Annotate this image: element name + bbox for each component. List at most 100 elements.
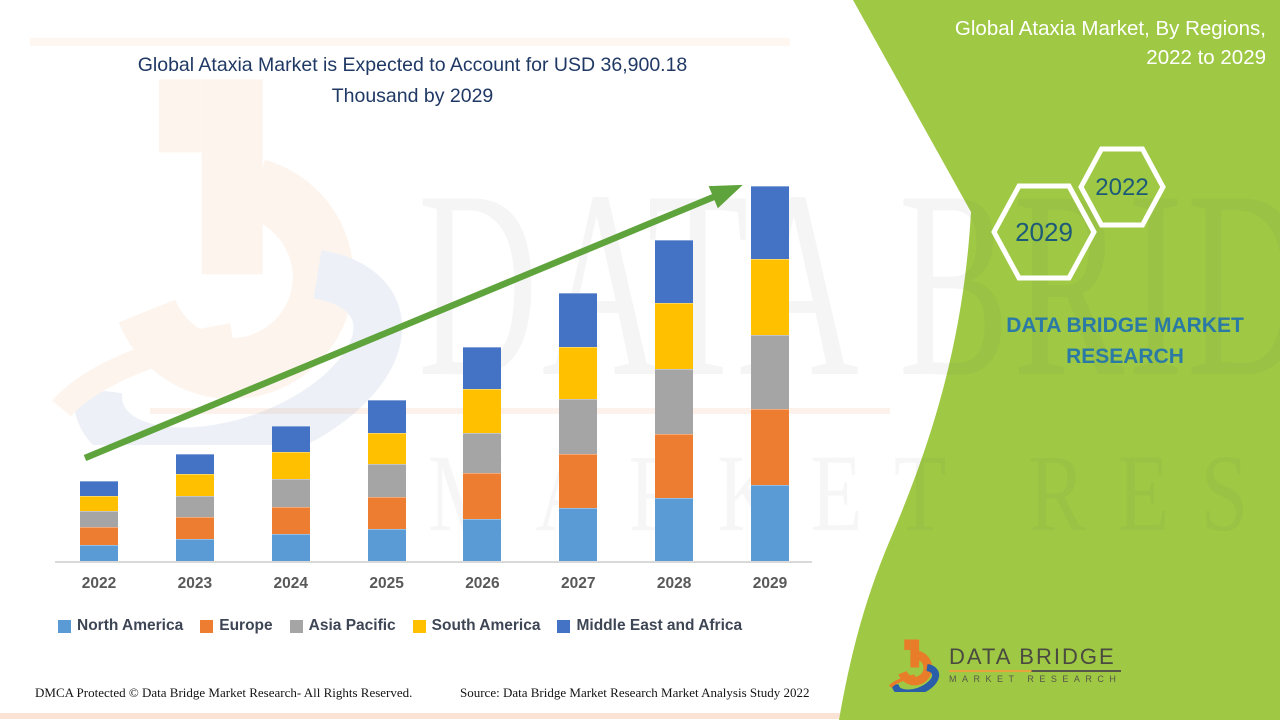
bar-segment — [655, 369, 694, 434]
bar-segment — [751, 409, 790, 485]
legend-swatch-icon — [557, 619, 571, 633]
bar-segment — [271, 479, 310, 507]
bar-segment — [367, 529, 406, 561]
footer-logo-divider — [949, 669, 1122, 672]
chart-title-line1: Global Ataxia Market is Expected to Acco… — [137, 54, 688, 76]
bar-segment — [367, 400, 406, 433]
watermark-logo-icon — [52, 79, 403, 445]
footer-dmca-text: DMCA Protected © Data Bridge Market Rese… — [35, 685, 413, 700]
bar-segment — [559, 454, 598, 508]
panel-brand-line1: DATA BRIDGE MARKET — [1006, 314, 1244, 337]
bar-segment — [751, 335, 790, 409]
stacked-bar-2024 — [271, 426, 310, 561]
footer-logo-text: DATA BRIDGE MARKET RESEARCH — [949, 643, 1122, 684]
x-axis-label: 2022 — [81, 575, 117, 592]
bar-segment — [271, 426, 310, 452]
legend-item: Europe — [200, 617, 273, 635]
bar-segment — [751, 259, 790, 335]
hexagon-2022-icon — [1078, 146, 1166, 228]
stacked-bar-2025 — [367, 400, 406, 561]
x-axis-line — [55, 561, 812, 563]
stacked-bar-2027 — [559, 293, 598, 561]
watermark-band-top — [30, 38, 790, 46]
databridge-logo-icon — [888, 639, 940, 692]
footer-source-text: Source: Data Bridge Market Research Mark… — [460, 685, 810, 700]
bar-segment — [175, 454, 214, 474]
x-axis-label: 2028 — [656, 575, 692, 592]
legend-swatch-icon — [289, 619, 303, 633]
watermark-band-middle — [150, 408, 890, 414]
bar-segment — [175, 496, 214, 517]
bar-segment — [463, 347, 502, 389]
bar-segment — [655, 498, 694, 561]
bar-segment — [655, 303, 694, 369]
legend-swatch-icon — [412, 619, 426, 633]
bar-segment — [559, 347, 598, 399]
bar-segment — [751, 485, 790, 561]
stacked-bar-2026 — [463, 347, 502, 561]
x-axis-label: 2025 — [369, 575, 404, 592]
bar-segment — [463, 473, 502, 519]
bar-segment — [80, 496, 118, 511]
x-axis-label: 2026 — [465, 575, 500, 592]
panel-header-line2: 2022 to 2029 — [1146, 46, 1266, 69]
bar-segment — [80, 511, 118, 527]
legend-swatch-icon — [58, 619, 71, 633]
legend-label: South America — [431, 617, 541, 634]
bar-segment — [175, 474, 214, 496]
bar-segment — [80, 527, 118, 545]
x-axis-label: 2029 — [752, 575, 788, 592]
legend-swatch-icon — [200, 619, 214, 633]
legend-label: Europe — [219, 617, 273, 634]
bar-segment — [463, 433, 502, 473]
footer-logo-title: DATA BRIDGE — [949, 643, 1116, 669]
x-axis-label: 2024 — [273, 575, 308, 592]
bar-segment — [655, 434, 694, 498]
bar-segment — [463, 389, 502, 433]
stacked-bar-2028 — [655, 240, 694, 561]
stacked-bar-2023 — [175, 454, 214, 561]
panel-brand-line2: RESEARCH — [1066, 345, 1184, 368]
footer-logo-subtitle: MARKET RESEARCH — [949, 673, 1122, 684]
x-axis-label: 2023 — [177, 575, 213, 592]
hexagon-2029-label: 2029 — [1015, 217, 1073, 247]
stacked-bar-2029 — [751, 186, 790, 561]
panel-brand-name: DATA BRIDGE MARKET RESEARCH — [965, 310, 1280, 372]
bar-segment — [271, 507, 310, 534]
bar-segment — [367, 433, 406, 464]
hexagon-badges — [991, 146, 1166, 281]
hexagon-2022-label: 2022 — [1095, 174, 1149, 201]
bar-segment — [559, 508, 598, 561]
legend-label: Asia Pacific — [308, 617, 396, 634]
bar-segment — [271, 534, 310, 561]
bar-segment — [559, 399, 598, 454]
bar-segment — [367, 464, 406, 497]
x-axis-label: 2027 — [561, 575, 596, 592]
panel-header: Global Ataxia Market, By Regions, 2022 t… — [866, 14, 1266, 72]
legend: North America Europe Asia Pacific South Ame… — [58, 617, 742, 635]
bar-segment — [80, 481, 118, 496]
bar-segment — [751, 186, 790, 259]
legend-item: Asia Pacific — [289, 617, 396, 635]
bar-segment — [559, 293, 598, 347]
bar-segment — [175, 517, 214, 539]
footer-logo: DATA BRIDGE MARKET RESEARCH — [885, 636, 1122, 692]
chart-title-line2: Thousand by 2029 — [331, 85, 494, 107]
watermark-band-bottom — [0, 713, 845, 719]
panel-header-line1: Global Ataxia Market, By Regions, — [954, 17, 1266, 40]
legend-item: North America — [58, 617, 183, 635]
bar-segment — [175, 539, 214, 561]
bar-segment — [655, 240, 694, 303]
chart-title: Global Ataxia Market is Expected to Acco… — [40, 50, 785, 112]
bar-segment — [367, 497, 406, 529]
stacked-bar-2022 — [80, 481, 118, 561]
bar-segment — [271, 452, 310, 479]
legend-item: Middle East and Africa — [557, 617, 742, 635]
legend-label: Middle East and Africa — [576, 617, 743, 634]
legend-label: North America — [77, 617, 184, 634]
bar-segment — [80, 545, 118, 561]
hexagon-2029-icon — [991, 183, 1097, 281]
